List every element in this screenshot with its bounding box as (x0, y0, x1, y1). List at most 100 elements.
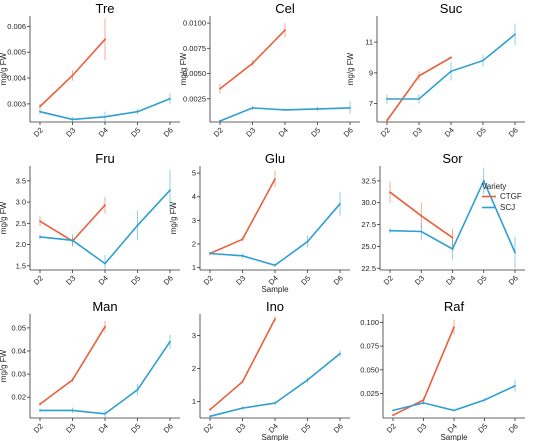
series-scj (389, 167, 516, 269)
series-line (386, 56, 452, 121)
x-tick-label: D3 (411, 126, 424, 139)
y-tick-label: 0.050 (360, 365, 379, 374)
series-line (209, 352, 341, 418)
data-point (284, 29, 286, 32)
x-tick-label: D4 (277, 126, 290, 139)
data-point (453, 409, 455, 412)
x-tick-label: D5 (299, 422, 312, 435)
y-tick-label: 2 (192, 240, 196, 249)
x-tick-label: D3 (415, 422, 428, 435)
y-tick-label: 0.05 (11, 323, 26, 332)
data-point (386, 119, 388, 122)
data-point (274, 402, 276, 405)
data-point (306, 240, 309, 243)
series-ctgf (39, 320, 106, 406)
y-tick-label: 2.0 (16, 240, 26, 249)
panel-title: Cel (275, 1, 295, 16)
x-tick-label: D3 (234, 274, 247, 287)
x-tick-label: D4 (97, 274, 110, 287)
y-tick-label: 3 (192, 216, 196, 225)
y-tick-label: 2 (192, 364, 196, 373)
series-line (209, 178, 276, 255)
y-axis-label: mg/g FW (346, 52, 355, 85)
data-point (418, 98, 420, 100)
data-point (169, 97, 171, 100)
series-line (209, 203, 341, 267)
x-tick-label: D5 (475, 126, 488, 139)
data-point (71, 118, 74, 121)
x-tick-label: D2 (202, 422, 215, 435)
data-point (241, 380, 244, 383)
y-tick-label: 0.025 (360, 389, 379, 398)
panel-title: Raf (444, 299, 465, 314)
series-ctgf (209, 170, 276, 256)
data-point (104, 38, 106, 41)
data-point (349, 106, 351, 109)
x-tick-label: D4 (97, 126, 110, 139)
y-tick-label: 30.0 (361, 198, 376, 207)
data-point (450, 56, 452, 59)
x-tick-label: D3 (64, 422, 77, 435)
x-tick-label: D6 (342, 126, 355, 139)
y-tick-label: 0.03 (11, 370, 26, 379)
panel-suc: Suc 7 9 11 D2 D3 D4 D5 D6 mg/g FW (346, 1, 525, 139)
x-tick-label: D6 (507, 126, 520, 139)
y-tick-label: 0.006 (7, 22, 26, 31)
x-tick-label: D3 (413, 274, 426, 287)
legend-label-ctgf: CTGF (500, 192, 522, 201)
data-point (274, 264, 276, 267)
y-tick-label: 0.0025 (183, 94, 206, 103)
y-axis-label: mg/g FW (179, 52, 188, 85)
data-point (104, 204, 106, 206)
y-tick-label: 3.0 (16, 198, 26, 207)
data-point (104, 115, 106, 118)
series-scj (39, 169, 171, 270)
data-point (219, 120, 221, 122)
series-scj (39, 93, 171, 122)
x-tick-label: D6 (162, 274, 175, 287)
x-tick-label: D5 (129, 422, 142, 435)
data-point (386, 98, 388, 100)
y-tick-label: 3 (192, 331, 196, 340)
x-tick-label: D2 (379, 126, 392, 139)
data-point (306, 379, 309, 381)
data-point (104, 325, 106, 328)
legend-label-scj: SCJ (500, 203, 515, 212)
y-axis-label: mg/g FW (0, 201, 8, 234)
data-point (482, 59, 484, 62)
y-tick-label: 32.5 (361, 176, 376, 185)
data-point (483, 399, 486, 401)
x-axis-label: Sample (261, 285, 289, 294)
x-tick-label: D6 (507, 422, 520, 435)
data-point (136, 224, 139, 227)
x-tick-label: D5 (476, 422, 489, 435)
x-tick-label: D3 (244, 126, 257, 139)
series-scj (386, 23, 516, 104)
data-point (209, 415, 211, 418)
x-tick-label: D2 (32, 274, 45, 287)
x-tick-label: D4 (443, 126, 456, 139)
panel-title: Glu (265, 151, 285, 166)
series-line (40, 341, 171, 415)
data-point (209, 252, 211, 255)
x-tick-label: D6 (162, 126, 175, 139)
x-tick-label: D5 (129, 274, 142, 287)
x-tick-label: D6 (507, 274, 520, 287)
y-axis-label: mg/g FW (169, 201, 178, 234)
data-point (71, 378, 74, 381)
data-point (241, 254, 244, 257)
series-ctgf (219, 23, 286, 94)
data-point (339, 202, 341, 205)
y-tick-label: 0.005 (7, 48, 26, 57)
data-point (274, 318, 276, 320)
series-line (209, 318, 276, 411)
series-scj (209, 350, 341, 418)
x-tick-label: D2 (32, 126, 45, 139)
data-point (71, 409, 74, 412)
data-point (39, 235, 41, 238)
data-point (169, 340, 171, 343)
x-tick-label: D4 (97, 422, 110, 435)
data-point (389, 229, 391, 232)
